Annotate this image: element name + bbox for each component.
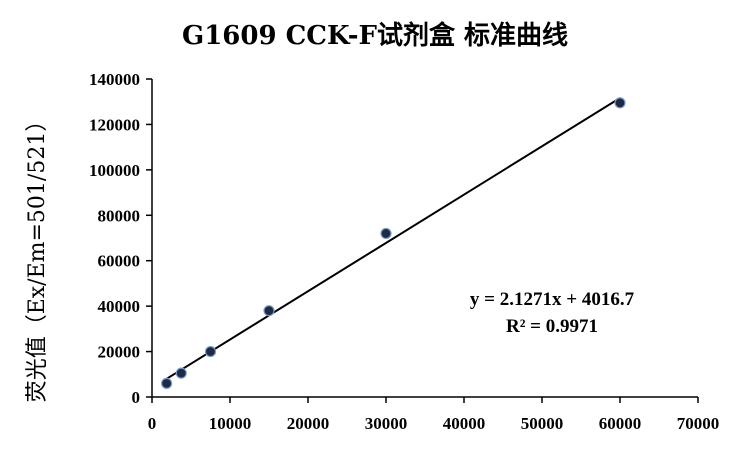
y-tick-label: 120000 [89,115,140,134]
x-tick-label: 0 [148,414,157,433]
x-tick-labels: 0 10000 20000 30000 40000 50000 60000 70000 [148,414,720,433]
trendline [166,97,621,380]
x-tick-label: 70000 [677,414,720,433]
y-tick-label: 80000 [98,206,141,225]
data-point [380,227,392,240]
y-tick-label: 0 [132,388,141,407]
x-tick-label: 30000 [365,414,408,433]
data-point [204,345,217,358]
trendline-equation: y = 2.1271x + 4016.7 [470,289,635,310]
x-tick-label: 50000 [521,414,564,433]
x-tick-label: 20000 [287,414,330,433]
y-axis-label: 荧光值（Ex/Em=501/521） [25,110,50,403]
chart-title: G1609 CCK-F试剂盒 标准曲线 [182,20,568,51]
data-point [175,367,187,379]
x-tick-label: 40000 [443,414,486,433]
r-squared-label: R² = 0.9971 [506,316,598,337]
trendline-path [166,97,621,380]
axes [146,78,699,403]
y-tick-labels: 0 20000 40000 60000 80000 100000 120000 140000 [89,70,140,407]
x-tick-label: 10000 [209,414,252,433]
y-tick-label: 140000 [89,70,140,89]
data-point [161,377,173,389]
y-tick-label: 20000 [98,343,141,362]
data-points [161,97,626,389]
y-tick-label: 40000 [98,297,141,316]
data-point [614,97,626,109]
y-tick-label: 60000 [98,252,141,271]
data-point [263,305,275,317]
x-tick-label: 60000 [599,414,642,433]
y-tick-label: 100000 [89,161,140,180]
